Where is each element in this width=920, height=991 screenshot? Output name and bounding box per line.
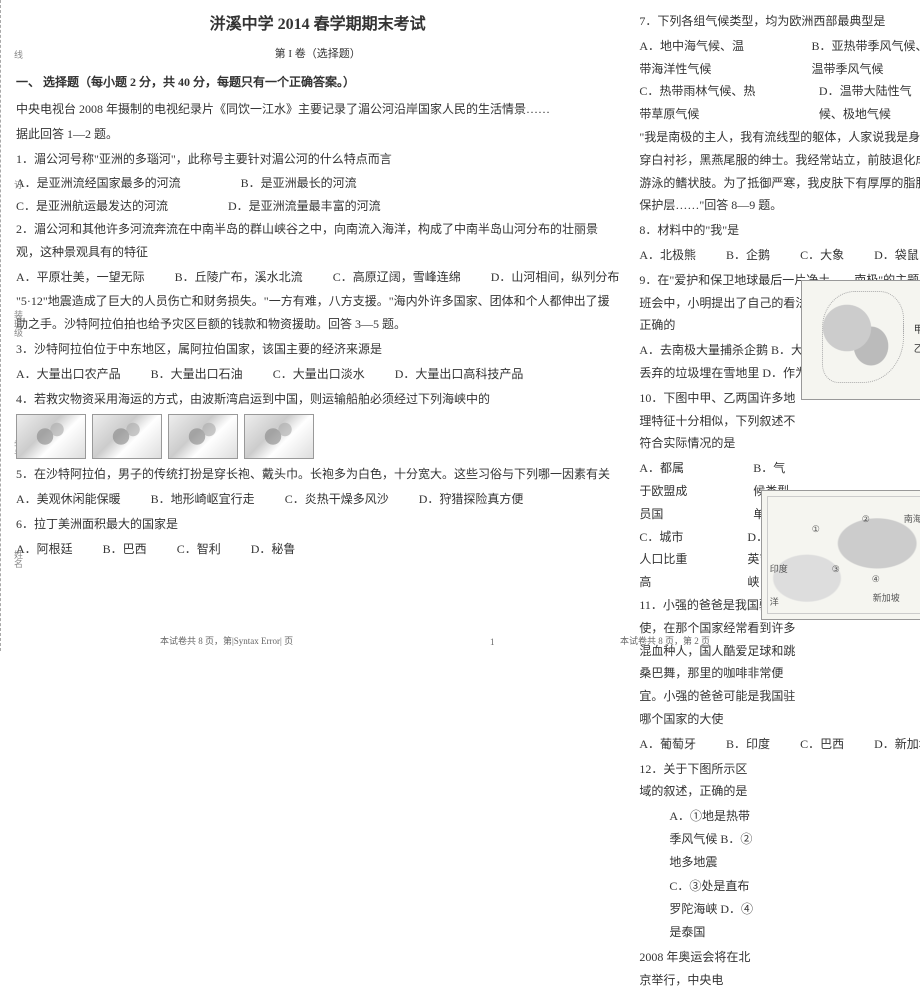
option: D．秘鲁: [251, 538, 296, 561]
map-marker: ②: [862, 511, 870, 528]
footer-page-number: 1: [490, 637, 495, 647]
strait-images: [16, 414, 619, 459]
intro-text: "我是南极的主人，我有流线型的躯体，人家说我是身穿白衬衫，黑燕尾服的绅士。我经常…: [639, 126, 920, 217]
question: 6．拉丁美洲面积最大的国家是: [16, 513, 619, 536]
option: B．地形崎岖宜行走: [151, 488, 255, 511]
option: D．山河相间，纵列分布: [491, 266, 620, 289]
question: 3．沙特阿拉伯位于中东地区，属阿拉伯国家，该国主要的经济来源是: [16, 338, 619, 361]
option: B．印度: [726, 733, 770, 756]
option: B．大量出口石油: [151, 363, 243, 386]
binding-margin: 线 订 装班级 学号 姓名: [0, 0, 1, 651]
section-heading: 一、 选择题（每小题 2 分，共 40 分，每题只有一个正确答案。）: [16, 71, 619, 94]
option: C．热带雨林气候、热带草原气候: [639, 80, 759, 126]
option: C．炎热干燥多风沙: [285, 488, 389, 511]
intro-text: 2008 年奥运会将在北京举行，中央电: [639, 946, 755, 991]
option: A．美观休闲能保暖: [16, 488, 121, 511]
europe-map: [801, 280, 920, 400]
question: 12．关于下图所示区域的叙述，正确的是: [639, 758, 755, 804]
option: A．平原壮美，一望无际: [16, 266, 145, 289]
question: 2．湄公河和其他许多河流奔流在中南半岛的群山峡谷之中，向南流入海洋，构成了中南半…: [16, 218, 619, 264]
map-label: 洋: [770, 594, 779, 611]
option: A．去南极大量捕杀企鹅: [639, 343, 768, 357]
option: B．丘陵广布，溪水北流: [175, 266, 303, 289]
exam-title: 洴溪中学 2014 春学期期末考试: [16, 10, 619, 40]
binding-label: 姓名: [12, 550, 25, 568]
intro-text: 据此回答 1—2 题。: [16, 123, 619, 146]
binding-label: 订: [12, 180, 25, 189]
map-marker: ④: [872, 571, 880, 588]
map-marker: ③: [832, 561, 840, 578]
page-container: 线 订 装班级 学号 姓名 洴溪中学 2014 春学期期末考试 第 I 卷（选择…: [0, 0, 920, 651]
map-marker: ①: [812, 521, 820, 538]
question: 7．下列各组气候类型，均为欧洲西部最典型是: [639, 10, 920, 33]
question: 8．材料中的"我"是: [639, 219, 920, 242]
exam-subtitle: 第 I 卷（选择题）: [16, 44, 619, 65]
option: C．大象: [800, 244, 844, 267]
option: A．是亚洲流经国家最多的河流: [16, 172, 181, 195]
option: C．大量出口淡水: [273, 363, 365, 386]
binding-label: 线: [12, 50, 25, 59]
option: B．亚热带季风气候、温带季风气候: [811, 35, 920, 81]
sea-region-map: 印度 洋 南海 新加坡 ① ② ③ ④: [761, 490, 920, 620]
map-label: 印度: [770, 561, 788, 578]
intro-text: 中央电视台 2008 年摄制的电视纪录片《同饮一江水》主要记录了湄公河沿岸国家人…: [16, 98, 619, 121]
map-thumbnail: [168, 414, 238, 459]
map-thumbnail: [92, 414, 162, 459]
option: A．葡萄牙: [639, 733, 696, 756]
option: D．袋鼠: [874, 244, 919, 267]
question: 4．若救灾物资采用海运的方式，由波斯湾启运到中国，则运输船舶必须经过下列海峡中的: [16, 388, 619, 411]
left-column: 洴溪中学 2014 春学期期末考试 第 I 卷（选择题） 一、 选择题（每小题 …: [16, 10, 619, 651]
option: C．是亚洲航运最发达的河流: [16, 195, 168, 218]
option: C．高原辽阔，雪峰连绵: [333, 266, 461, 289]
option: B．是亚洲最长的河流: [241, 172, 357, 195]
option: A．大量出口农产品: [16, 363, 121, 386]
map-label: 新加坡: [873, 590, 900, 607]
option: C．城市人口比重高: [639, 526, 687, 594]
option: D．新加坡: [874, 733, 920, 756]
option: D．大量出口高科技产品: [395, 363, 524, 386]
option: D．温带大陆性气候、极地气候: [819, 80, 920, 126]
binding-label: 装班级: [12, 310, 25, 337]
option: B．企鹅: [726, 244, 770, 267]
map-label: 南海: [904, 511, 920, 528]
question: 5．在沙特阿拉伯，男子的传统打扮是穿长袍、戴头巾。长袍多为白色，十分宽大。这些习…: [16, 463, 619, 486]
question: 10．下图中甲、乙两国许多地理特征十分相似，下列叙述不符合实际情况的是: [639, 387, 795, 455]
option: B．巴西: [103, 538, 147, 561]
option: D．是亚洲流量最丰富的河流: [228, 195, 381, 218]
right-column: 7．下列各组气候类型，均为欧洲西部最典型是 A．地中海气候、温带海洋性气候 B．…: [639, 10, 920, 651]
columns: 洴溪中学 2014 春学期期末考试 第 I 卷（选择题） 一、 选择题（每小题 …: [1, 0, 920, 651]
option: C．智利: [177, 538, 221, 561]
option: A．都属于欧盟成员国: [639, 457, 693, 525]
map-thumbnail: [16, 414, 86, 459]
option: A．地中海气候、温带海洋性气候: [639, 35, 751, 81]
intro-text: "5·12"地震造成了巨大的人员伤亡和财务损失。"一方有难，八方支援。"海内外许…: [16, 290, 619, 336]
option: A．北极熊: [639, 244, 696, 267]
question: 1．湄公河号称"亚洲的多瑙河"，此称号主要针对湄公河的什么特点而言: [16, 148, 619, 171]
footer-right: 本试卷共 8 页，第 2 页: [620, 634, 710, 647]
footer-left: 本试卷共 8 页，第|Syntax Error| 页: [160, 634, 293, 647]
option: C．巴西: [800, 733, 844, 756]
option: D．狩猎探险真方便: [419, 488, 524, 511]
map-thumbnail: [244, 414, 314, 459]
